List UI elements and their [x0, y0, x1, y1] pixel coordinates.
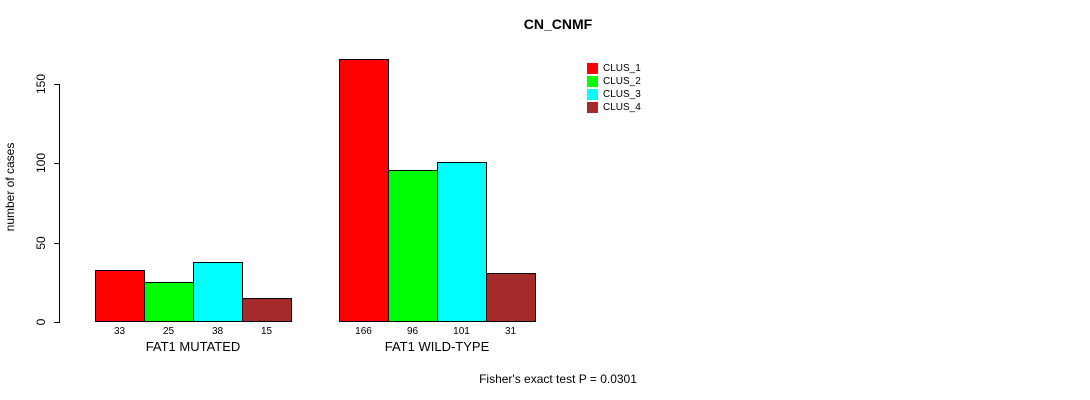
y-tick-label: 100 [34, 153, 48, 174]
bar-clus_1-1 [95, 269, 145, 322]
legend-item: CLUS_1 [587, 62, 641, 75]
legend-label: CLUS_1 [603, 63, 641, 74]
bar-value-label: 101 [453, 326, 470, 337]
bar-value-label: 33 [113, 326, 126, 337]
bar-clus_2-2 [388, 169, 438, 322]
legend-label: CLUS_2 [603, 76, 641, 87]
y-tick-mark [54, 322, 60, 323]
legend-swatch-icon [587, 76, 598, 87]
y-tick-label: 50 [34, 235, 48, 250]
bar-value-label: 166 [355, 326, 372, 337]
y-tick-mark [54, 163, 60, 165]
bar-clus_3-1 [193, 261, 243, 322]
y-axis-line [59, 84, 60, 323]
group-label: FAT1 WILD-TYPE [384, 339, 490, 354]
chart-title: CN_CNMF [523, 16, 593, 32]
bar-value-label: 96 [406, 326, 419, 337]
bar-value-label: 25 [162, 326, 175, 337]
bar-value-label: 38 [211, 326, 224, 337]
legend-item: CLUS_2 [587, 75, 641, 88]
legend-swatch-icon [587, 89, 598, 100]
y-tick-label: 150 [34, 73, 48, 95]
bar-clus_1-2 [339, 58, 389, 322]
stat-annotation: Fisher's exact test P = 0.0301 [479, 372, 637, 386]
y-axis-label: number of cases [3, 142, 17, 232]
bar-clus_2-1 [144, 282, 194, 322]
y-tick-mark [54, 84, 60, 85]
legend-item: CLUS_3 [587, 88, 641, 101]
y-tick-mark [54, 242, 60, 244]
legend-label: CLUS_4 [603, 102, 641, 113]
legend-swatch-icon [587, 63, 598, 74]
legend-label: CLUS_3 [603, 89, 641, 100]
group-label: FAT1 MUTATED [145, 339, 241, 354]
bar-clus_4-1 [242, 298, 292, 322]
y-tick-label: 0 [34, 318, 48, 326]
legend-item: CLUS_4 [587, 101, 641, 114]
bar-clus_3-2 [437, 161, 487, 322]
bar-value-label: 15 [260, 326, 273, 337]
legend-swatch-icon [587, 102, 598, 113]
bar-value-label: 31 [504, 326, 517, 337]
legend: CLUS_1 CLUS_2 CLUS_3 CLUS_4 [587, 62, 641, 114]
bar-clus_4-2 [486, 272, 536, 322]
